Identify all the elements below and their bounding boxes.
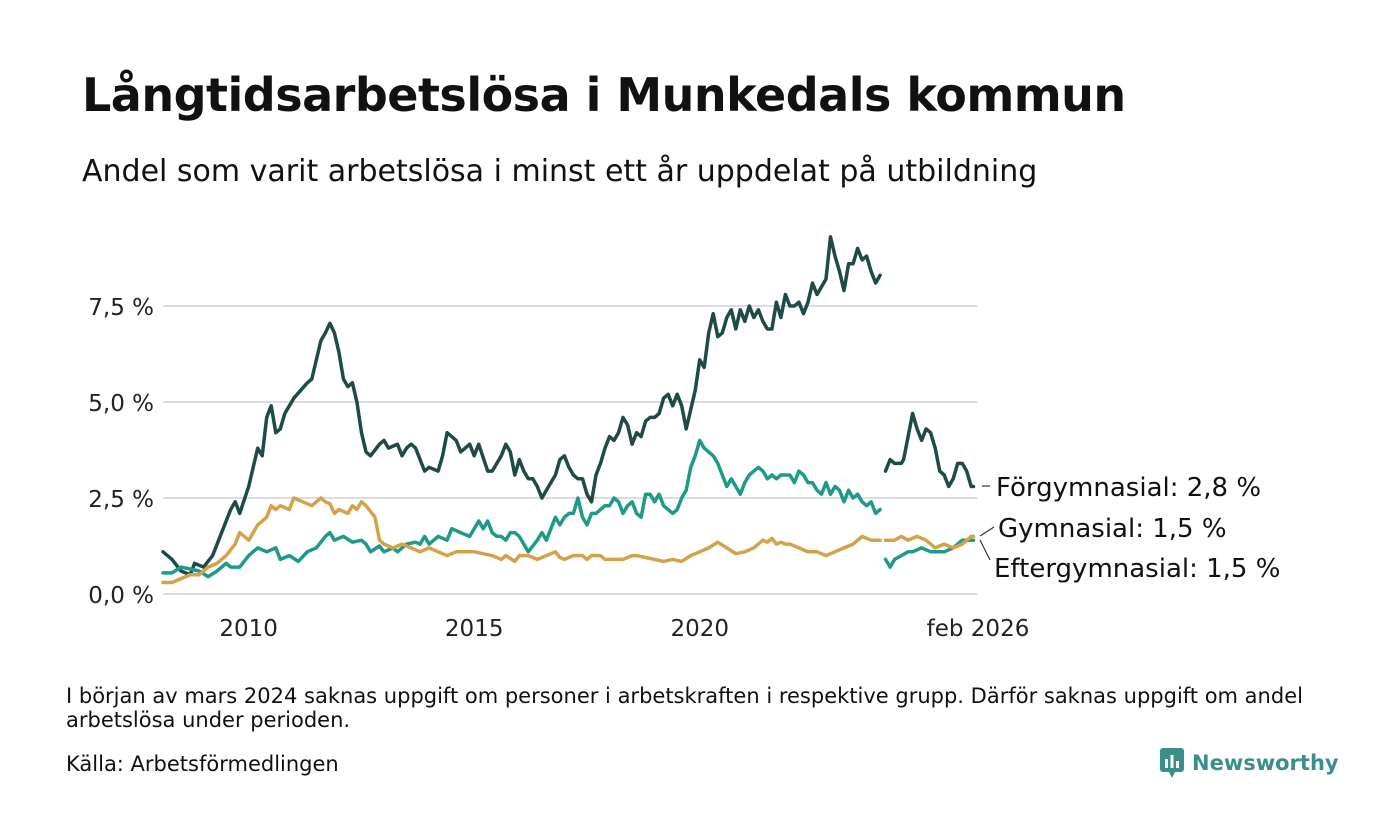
series-line-gymnasial-1	[883, 538, 976, 569]
x-tick-label: 2020	[670, 616, 729, 642]
y-tick-label: 0,0 %	[88, 583, 154, 609]
brand-name: Newsworthy	[1192, 751, 1339, 775]
series-line-gymnasial-0	[161, 438, 882, 579]
newsworthy-logo-icon	[1160, 748, 1184, 778]
y-tick-label: 7,5 %	[88, 295, 154, 321]
series-line-eftergymnasial-1	[883, 534, 976, 550]
y-tick-label: 2,5 %	[88, 487, 154, 513]
series-line-förgymnasial-1	[883, 411, 976, 489]
x-tick-label: feb 2026	[927, 616, 1030, 642]
source-note: Källa: Arbetsförmedlingen	[66, 752, 339, 776]
y-tick-label: 5,0 %	[88, 391, 154, 417]
x-tick-label: 2015	[445, 616, 504, 642]
chart-subtitle: Andel som varit arbetslösa i minst ett å…	[82, 154, 1038, 189]
series-line-förgymnasial-0	[161, 235, 882, 577]
chart-title: Långtidsarbetslösa i Munkedals kommun	[82, 68, 1126, 122]
end-label-connector	[979, 539, 991, 561]
footnote: I början av mars 2024 saknas uppgift om …	[66, 684, 1303, 732]
end-label-connector	[979, 526, 995, 537]
end-label-eftergymnasial: Eftergymnasial: 1,5 %	[994, 554, 1280, 584]
brand-logo[interactable]: Newsworthy	[1160, 748, 1339, 778]
end-label-förgymnasial: Förgymnasial: 2,8 %	[996, 473, 1261, 503]
series-line-eftergymnasial-0	[161, 496, 882, 585]
x-tick-label: 2010	[219, 616, 278, 642]
end-label-gymnasial: Gymnasial: 1,5 %	[998, 514, 1227, 544]
